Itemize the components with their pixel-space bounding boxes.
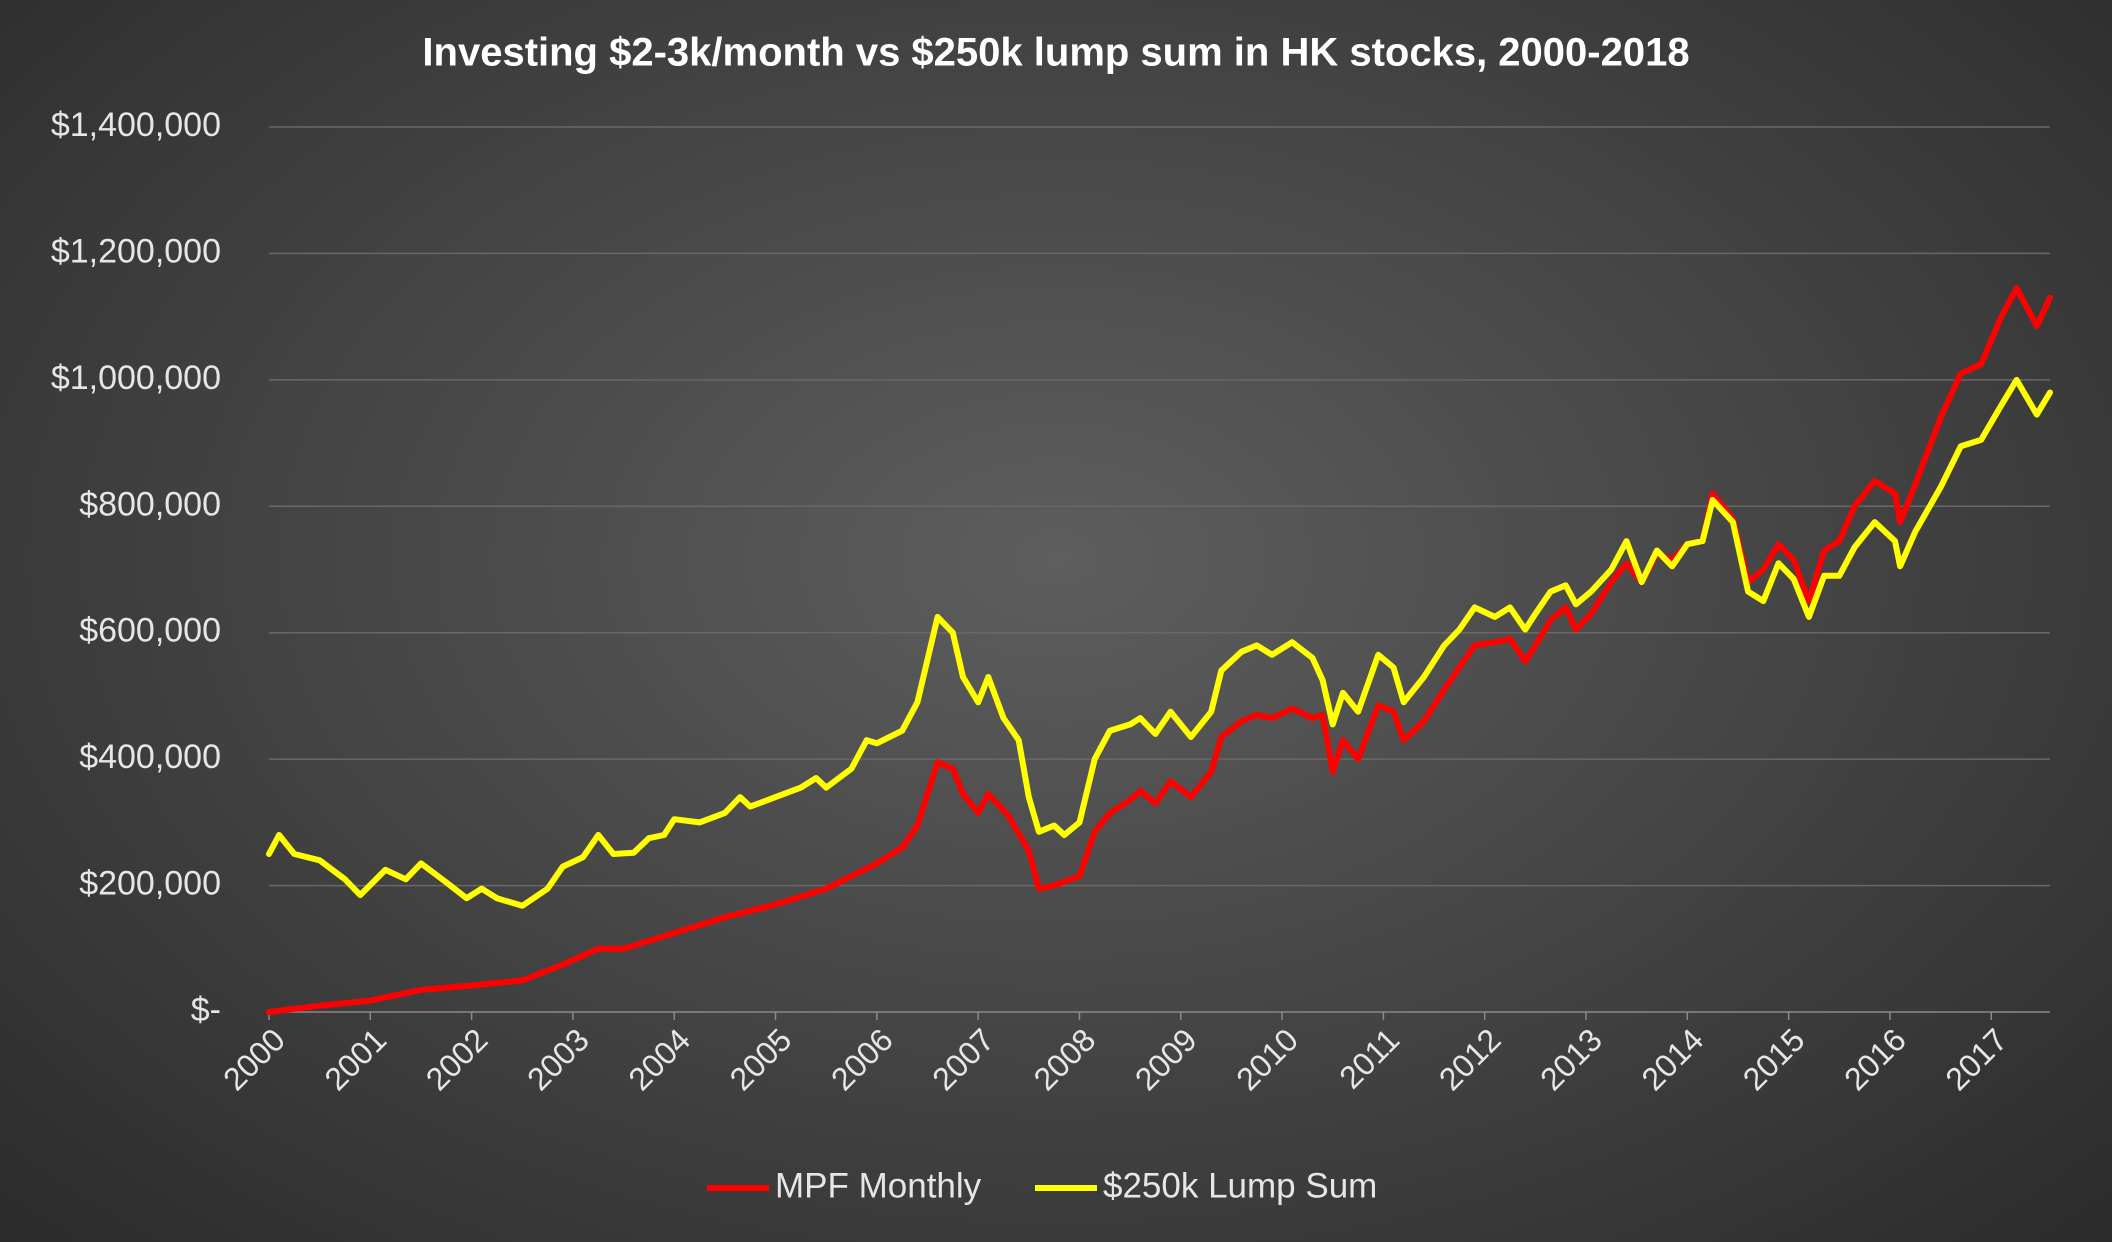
y-tick-label: $400,000 bbox=[79, 738, 221, 776]
x-tick-label: 2013 bbox=[1533, 1021, 1609, 1097]
x-tick-label: 2014 bbox=[1634, 1021, 1710, 1097]
x-tick-label: 2011 bbox=[1332, 1021, 1406, 1095]
y-tick-label: $- bbox=[191, 991, 221, 1029]
y-tick-label: $800,000 bbox=[79, 485, 221, 523]
legend-label: $250k Lump Sum bbox=[1103, 1166, 1377, 1205]
x-tick-label: 2003 bbox=[520, 1021, 596, 1097]
x-tick-label: 2001 bbox=[317, 1021, 393, 1097]
x-tick-label: 2007 bbox=[925, 1021, 1001, 1097]
x-tick-label: 2017 bbox=[1938, 1021, 2014, 1097]
x-tick-label: 2016 bbox=[1837, 1021, 1913, 1097]
x-tick-label: 2004 bbox=[621, 1021, 697, 1097]
x-tick-label: 2002 bbox=[419, 1021, 495, 1097]
y-tick-label: $1,000,000 bbox=[51, 359, 221, 397]
x-tick-label: 2008 bbox=[1027, 1021, 1103, 1097]
x-tick-label: 2010 bbox=[1229, 1021, 1305, 1097]
x-tick-label: 2009 bbox=[1128, 1021, 1204, 1097]
legend-label: MPF Monthly bbox=[775, 1166, 982, 1205]
x-tick-label: 2012 bbox=[1432, 1021, 1508, 1097]
x-tick-label: 2015 bbox=[1736, 1021, 1812, 1097]
y-tick-label: $1,200,000 bbox=[51, 232, 221, 270]
y-tick-label: $600,000 bbox=[79, 612, 221, 650]
x-tick-label: 2006 bbox=[824, 1021, 900, 1097]
x-tick-label: 2005 bbox=[723, 1021, 799, 1097]
y-tick-label: $1,400,000 bbox=[51, 106, 221, 144]
series-line bbox=[266, 376, 2053, 909]
x-tick-label: 2000 bbox=[216, 1021, 292, 1097]
y-tick-label: $200,000 bbox=[79, 865, 221, 903]
chart-title: Investing $2-3k/month vs $250k lump sum … bbox=[422, 31, 1689, 75]
series-line bbox=[266, 285, 2053, 1015]
